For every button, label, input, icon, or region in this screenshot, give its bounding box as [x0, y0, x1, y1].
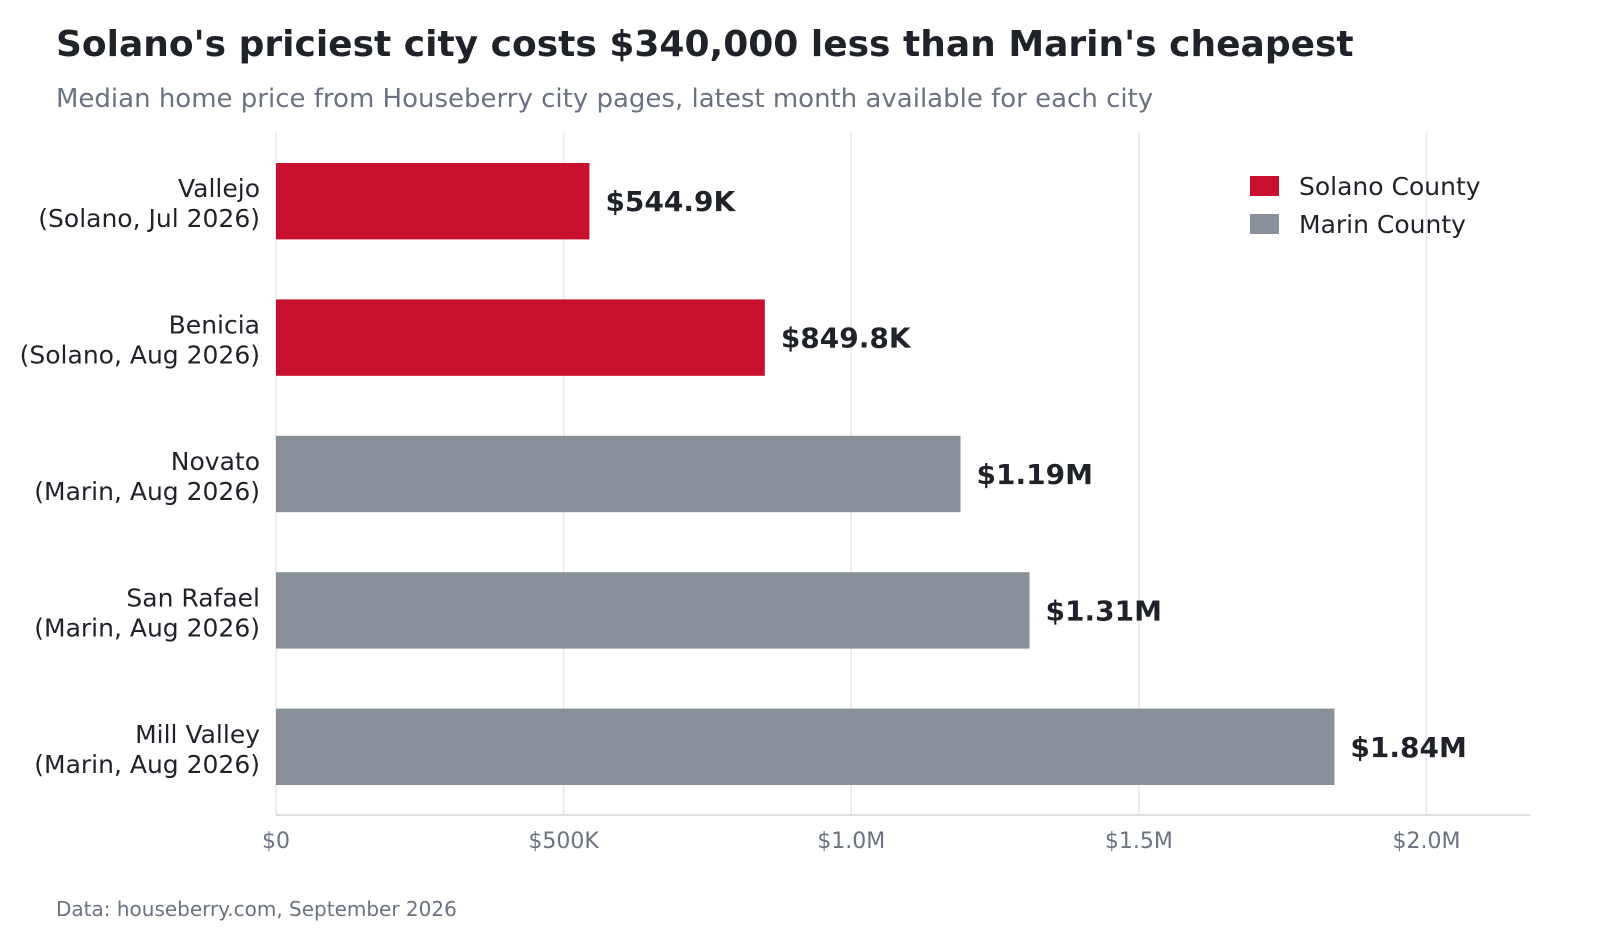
source-note: Data: houseberry.com, September 2026	[56, 897, 457, 921]
x-tick-label-0: $0	[262, 829, 290, 854]
category-detail-3: (Marin, Aug 2026)	[34, 613, 260, 642]
legend-swatch-0	[1250, 176, 1279, 196]
value-label-3: $1.31M	[1046, 594, 1162, 627]
x-tick-label-4: $2.0M	[1392, 829, 1460, 854]
legend-swatch-1	[1250, 214, 1279, 234]
value-label-1: $849.8K	[781, 322, 912, 355]
bar-novato	[276, 435, 961, 513]
value-labels: $544.9K $849.8K $1.19M $1.31M $1.84M	[605, 185, 1466, 764]
bars	[276, 163, 1335, 785]
bar-vallejo	[276, 163, 590, 240]
category-detail-2: (Marin, Aug 2026)	[34, 477, 260, 506]
x-tick-label-2: $1.0M	[817, 829, 885, 854]
chart-title: Solano's priciest city costs $340,000 le…	[56, 24, 1354, 65]
category-name-3: San Rafael	[126, 583, 260, 612]
value-label-4: $1.84M	[1350, 731, 1466, 764]
category-detail-1: (Solano, Aug 2026)	[20, 341, 260, 370]
category-name-4: Mill Valley	[135, 720, 260, 749]
legend-label-1: Marin County	[1299, 210, 1466, 239]
category-name-2: Novato	[171, 447, 260, 476]
x-axis: $0 $500K $1.0M $1.5M $2.0M	[262, 814, 1530, 854]
category-name-0: Vallejo	[178, 174, 260, 203]
legend-label-0: Solano County	[1299, 172, 1481, 201]
category-detail-0: (Solano, Jul 2026)	[38, 204, 260, 233]
category-labels: Vallejo(Solano, Jul 2026) Benicia(Solano,…	[20, 174, 261, 779]
x-tick-label-3: $1.5M	[1105, 829, 1173, 854]
bar-benicia	[276, 299, 765, 376]
category-detail-4: (Marin, Aug 2026)	[34, 750, 260, 779]
category-name-1: Benicia	[169, 311, 260, 340]
legend: Solano County Marin County	[1250, 172, 1481, 239]
bar-san-rafael	[276, 572, 1030, 649]
chart-subtitle: Median home price from Houseberry city p…	[56, 84, 1154, 114]
value-label-2: $1.19M	[977, 458, 1093, 491]
x-tick-label-1: $500K	[528, 829, 599, 854]
value-label-0: $544.9K	[605, 185, 736, 218]
bar-mill-valley	[276, 708, 1335, 785]
